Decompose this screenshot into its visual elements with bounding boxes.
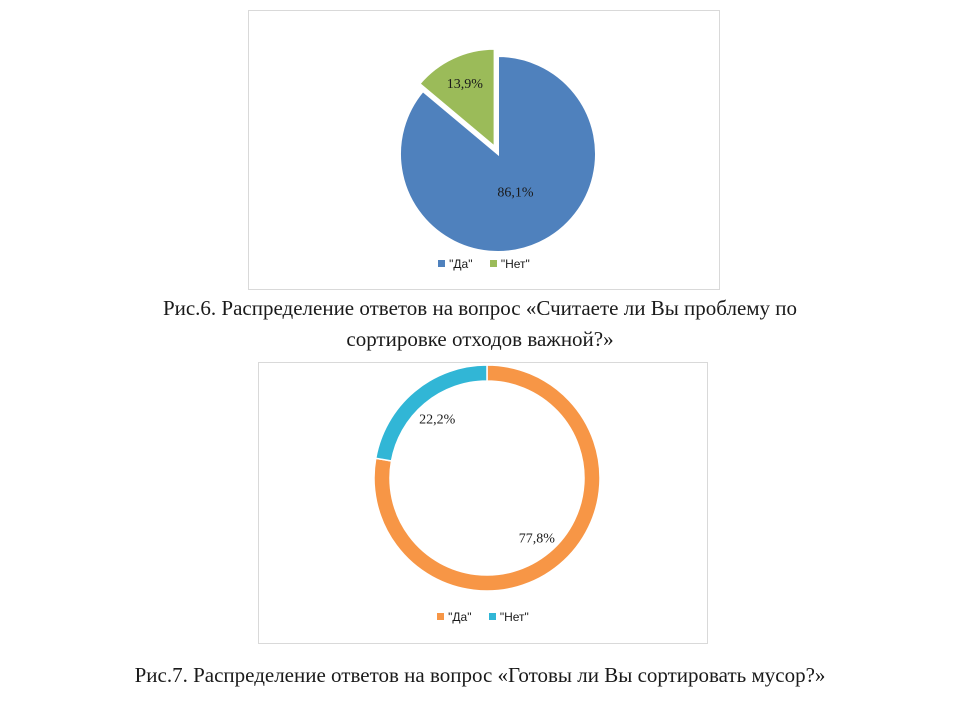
caption-line: Рис.6. Распределение ответов на вопрос «…	[162, 296, 798, 320]
chart-legend: "Да" "Нет"	[259, 609, 707, 624]
legend-swatch-net	[489, 260, 497, 268]
doughnut-segment-net	[374, 364, 488, 462]
chart-pie-fig6: 86,1% 13,9% "Да" "Нет"	[248, 10, 720, 290]
caption-line: Рис.7. Распределение ответов на вопрос «…	[134, 663, 826, 687]
pie-slice-da	[399, 54, 597, 253]
chart-legend: "Да" "Нет"	[249, 256, 719, 271]
legend-label-da: "Да"	[448, 609, 472, 624]
figure-6-caption: Рис.6. Распределение ответов на вопрос «…	[0, 293, 960, 355]
doughnut-chart-svg: 77,8% 22,2%	[373, 364, 601, 592]
legend-swatch-da	[437, 613, 445, 621]
legend-item-da: "Да"	[437, 609, 472, 624]
legend-label-net: "Нет"	[500, 256, 530, 271]
legend-item-net: "Нет"	[489, 256, 530, 271]
legend-item-net: "Нет"	[488, 609, 529, 624]
pie-chart-svg: 86,1% 13,9%	[399, 47, 597, 253]
legend-label-da: "Да"	[449, 256, 473, 271]
chart-doughnut-fig7: 77,8% 22,2% "Да" "Нет"	[258, 362, 708, 644]
figure-7-caption: Рис.7. Распределение ответов на вопрос «…	[0, 660, 960, 691]
legend-label-net: "Нет"	[499, 609, 529, 624]
data-label-da: 77,8%	[519, 531, 556, 546]
legend-swatch-da	[438, 260, 446, 268]
caption-line: сортировке отходов важной?»	[346, 327, 614, 351]
pie-slice-net	[418, 47, 496, 149]
data-label-net: 22,2%	[419, 413, 456, 428]
data-label-net: 13,9%	[447, 77, 484, 92]
legend-item-da: "Да"	[438, 256, 473, 271]
data-label-da: 86,1%	[497, 185, 533, 200]
legend-swatch-net	[488, 613, 496, 621]
doughnut-segment-da	[373, 364, 601, 592]
